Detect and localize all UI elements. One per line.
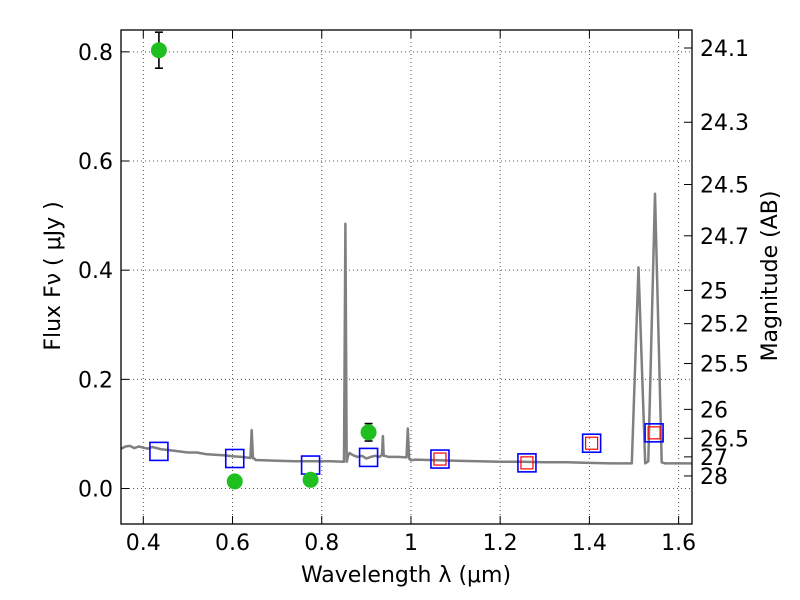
upper-photometry-marker	[433, 452, 447, 466]
x-tick-label: 1	[404, 531, 418, 556]
y-tick-label: 0.0	[78, 478, 113, 503]
plot-frame	[120, 29, 693, 525]
model-photometry-marker	[581, 433, 602, 454]
right-tick-label: 24.5	[700, 173, 749, 198]
observed-points-layer	[150, 31, 377, 490]
right-tick-label: 25.5	[700, 353, 749, 378]
x-tick-label: 1.4	[572, 531, 607, 556]
model-photometry-marker	[430, 449, 450, 469]
y-axis-label: Flux Fν ( μJy )	[41, 201, 66, 350]
model-photometry-marker	[517, 453, 537, 473]
axis-layer: 0.4 0.6 0.8 1 1.2 1.4 1.6 0.0 0.2 0.4 0.6 0.8 24.1 24…	[78, 29, 749, 556]
model-photometry-marker	[300, 455, 321, 475]
right-tick-label: 25.2	[700, 313, 749, 338]
right-tick-label: 26	[700, 398, 728, 423]
right-tick-label: 25	[700, 279, 728, 304]
right-tick-label: 24.7	[700, 225, 749, 250]
model-photometry-marker	[644, 423, 664, 443]
observed-point	[302, 471, 319, 488]
y-tick-label: 0.6	[78, 150, 113, 175]
x-axis-label: Wavelength λ (μm)	[301, 563, 511, 588]
observed-point	[150, 42, 167, 59]
x-tick-label: 0.8	[304, 531, 339, 556]
model-photometry-marker	[358, 447, 379, 468]
right-axis-label: Magnitude (AB)	[758, 191, 783, 362]
x-tick-label: 0.4	[126, 531, 161, 556]
y-tick-label: 0.4	[78, 259, 113, 284]
model-spectrum-line	[120, 192, 692, 465]
upper-photometry-marker	[585, 436, 599, 450]
model-spectrum-layer	[120, 192, 692, 465]
y-tick-label: 0.2	[78, 368, 113, 393]
upper-photometry-marker	[647, 426, 661, 440]
x-tick-label: 0.6	[215, 531, 250, 556]
photometry-layer	[149, 423, 664, 475]
observed-point	[226, 473, 243, 490]
observed-point	[360, 424, 377, 441]
right-tick-label: 24.1	[700, 37, 749, 62]
y-tick-label: 0.8	[78, 41, 113, 66]
right-tick-label: 27	[700, 446, 728, 471]
model-photometry-marker	[149, 441, 169, 462]
x-tick-label: 1.6	[661, 531, 696, 556]
model-photometry-marker	[224, 448, 245, 469]
x-tick-label: 1.2	[483, 531, 518, 556]
right-tick-label: 24.3	[700, 111, 749, 136]
right-tick-label: 26.5	[700, 427, 749, 452]
right-tick-label: 28	[700, 465, 728, 490]
upper-photometry-marker	[520, 456, 534, 470]
